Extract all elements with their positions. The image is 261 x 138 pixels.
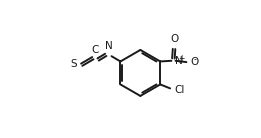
Text: O: O: [190, 57, 198, 67]
Text: Cl: Cl: [175, 85, 185, 95]
Text: C: C: [92, 45, 99, 55]
Text: O: O: [170, 34, 178, 44]
Text: N: N: [105, 41, 112, 51]
Text: -: -: [194, 55, 197, 64]
Text: S: S: [71, 59, 77, 69]
Text: N: N: [175, 56, 183, 66]
Text: +: +: [178, 54, 185, 63]
